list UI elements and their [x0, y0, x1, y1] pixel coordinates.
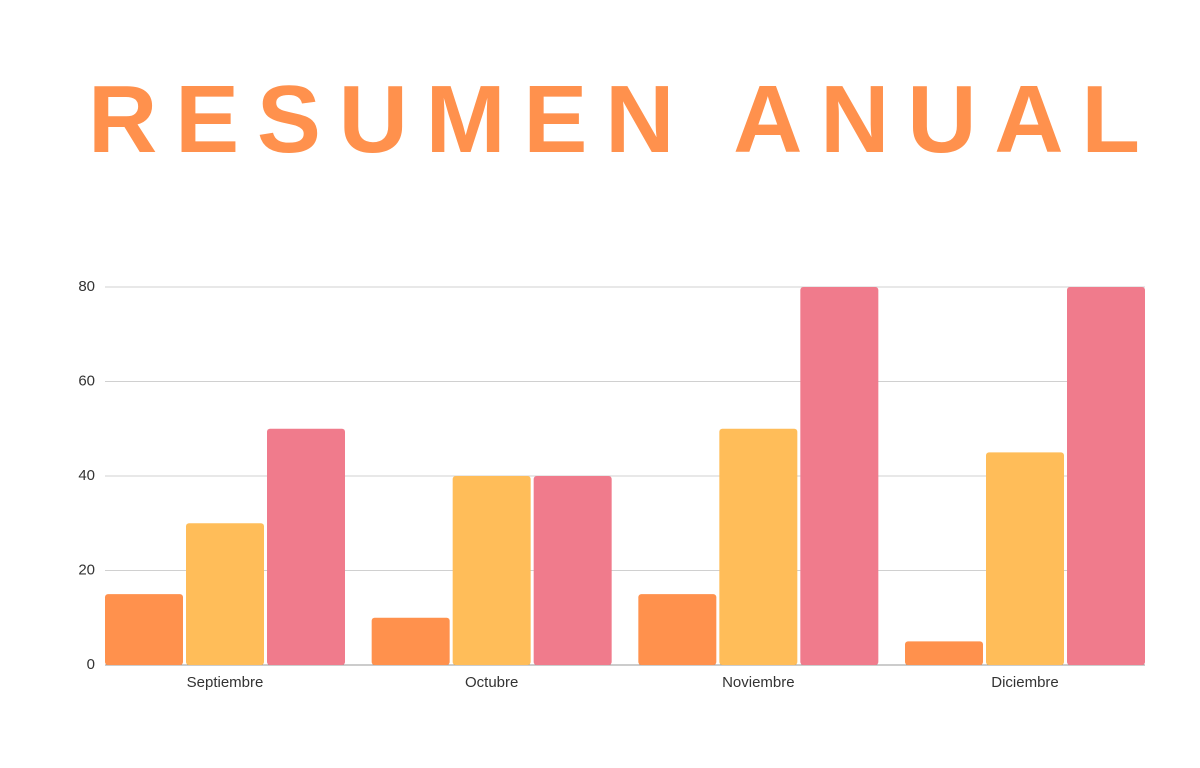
bar — [905, 641, 983, 665]
bar — [1067, 287, 1145, 665]
x-tick-label: Noviembre — [722, 674, 795, 691]
x-tick-label: Octubre — [465, 674, 518, 691]
y-tick-label: 80 — [78, 278, 95, 295]
bar — [371, 617, 450, 665]
bar — [719, 428, 798, 665]
x-tick-label: Septiembre — [187, 674, 264, 691]
x-tick-label: Diciembre — [991, 674, 1059, 691]
bar — [800, 287, 879, 665]
chart-title: RESUMEN ANUAL — [88, 66, 1140, 173]
bar — [267, 428, 345, 665]
bar — [452, 476, 531, 665]
y-tick-label: 20 — [78, 561, 95, 578]
y-tick-label: 60 — [78, 372, 95, 389]
bar — [638, 594, 717, 665]
y-tick-label: 40 — [78, 467, 95, 484]
bar — [186, 523, 264, 665]
bar — [105, 594, 183, 665]
bar — [533, 476, 612, 665]
y-tick-label: 0 — [87, 656, 95, 673]
bar — [986, 452, 1064, 665]
